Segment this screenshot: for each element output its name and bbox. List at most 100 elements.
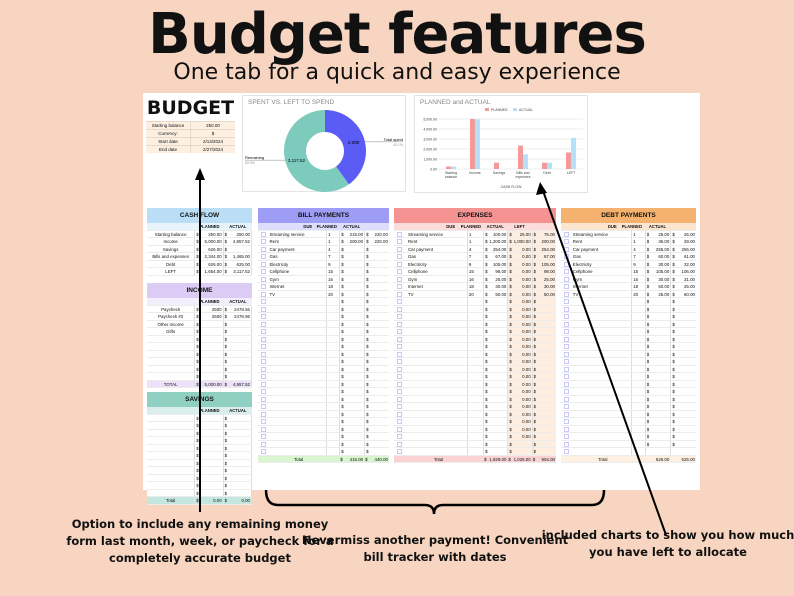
row-label[interactable]: Income	[147, 238, 196, 245]
bill-name[interactable]	[407, 388, 467, 395]
due-day[interactable]: 7	[326, 253, 339, 260]
cell-value[interactable]	[229, 350, 252, 357]
bill-name[interactable]	[268, 426, 326, 433]
bill-name[interactable]: Gym	[407, 276, 418, 282]
checkbox[interactable]	[564, 246, 569, 252]
due-day[interactable]	[326, 395, 339, 402]
amount-cell[interactable]: $	[339, 320, 364, 327]
checkbox-cell[interactable]	[394, 373, 407, 380]
amount-cell[interactable]: $0.00	[507, 245, 532, 252]
bill-name[interactable]: Gas	[572, 254, 581, 259]
amount-cell[interactable]: $	[364, 305, 389, 312]
checkbox-cell[interactable]	[561, 276, 572, 283]
bill-name[interactable]	[407, 343, 467, 350]
checkbox-cell[interactable]	[561, 373, 572, 380]
amount-cell[interactable]: $	[339, 403, 364, 410]
checkbox-cell[interactable]	[258, 291, 268, 298]
checkbox-cell[interactable]	[258, 358, 268, 365]
due-day[interactable]	[631, 305, 645, 312]
amount-cell[interactable]: $	[507, 440, 532, 447]
due-day[interactable]: 7	[466, 253, 483, 260]
checkbox-cell[interactable]	[561, 448, 572, 455]
amount-cell[interactable]: $	[364, 365, 389, 372]
amount-cell[interactable]: $30.00	[644, 260, 671, 267]
amount-cell[interactable]: $	[670, 305, 696, 312]
amount-cell[interactable]: $	[339, 313, 364, 320]
checkbox[interactable]	[564, 299, 569, 304]
due-day[interactable]	[631, 440, 645, 447]
cell-value[interactable]	[201, 437, 224, 444]
due-day[interactable]	[631, 403, 645, 410]
due-day[interactable]	[466, 403, 483, 410]
bill-name[interactable]	[407, 426, 467, 433]
bill-name[interactable]	[407, 328, 467, 335]
amount-cell[interactable]: $0.00	[507, 313, 532, 320]
amount-cell[interactable]: $50.00	[483, 290, 507, 297]
checkbox-cell[interactable]	[258, 306, 268, 313]
checkbox[interactable]	[564, 389, 569, 394]
amount-cell[interactable]: $	[483, 350, 507, 357]
budget-value[interactable]: 2/27/2024	[202, 147, 224, 152]
checkbox[interactable]	[564, 291, 569, 297]
checkbox[interactable]	[397, 299, 402, 304]
amount-cell[interactable]: $	[644, 433, 671, 440]
due-day[interactable]: 16	[326, 275, 339, 282]
due-day[interactable]	[631, 350, 645, 357]
amount-cell[interactable]: $	[339, 358, 364, 365]
cell-value[interactable]: 0.00	[229, 497, 252, 504]
due-day[interactable]	[326, 425, 339, 432]
amount-cell[interactable]: $	[483, 358, 507, 365]
due-day[interactable]	[326, 358, 339, 365]
checkbox[interactable]	[564, 351, 569, 357]
checkbox-cell[interactable]	[258, 396, 268, 403]
bill-name[interactable]	[407, 448, 467, 455]
bill-name[interactable]	[407, 321, 467, 328]
due-day[interactable]: 16	[631, 275, 645, 282]
checkbox-cell[interactable]	[394, 246, 407, 253]
bill-name[interactable]	[268, 336, 326, 343]
bill-name[interactable]	[268, 388, 326, 395]
amount-cell[interactable]: $	[531, 358, 556, 365]
row-label[interactable]	[147, 474, 196, 481]
amount-cell[interactable]: $254.00	[531, 245, 556, 252]
due-day[interactable]	[631, 388, 645, 395]
cell-value[interactable]	[201, 452, 224, 459]
row-label[interactable]: Other income	[147, 320, 196, 327]
bill-name[interactable]	[572, 313, 631, 320]
amount-cell[interactable]: $	[364, 380, 389, 387]
amount-cell[interactable]: $	[644, 320, 671, 327]
amount-cell[interactable]: $	[670, 365, 696, 372]
due-day[interactable]: 1	[326, 238, 339, 245]
checkbox-cell[interactable]	[258, 298, 268, 305]
amount-cell[interactable]: $	[531, 448, 556, 455]
checkbox[interactable]	[261, 389, 266, 394]
checkbox[interactable]	[564, 321, 569, 327]
bill-name[interactable]	[572, 396, 631, 403]
bill-name[interactable]: Car payment	[269, 246, 295, 252]
cell-value[interactable]	[229, 335, 252, 342]
due-day[interactable]: 16	[466, 275, 483, 282]
amount-cell[interactable]: $	[483, 395, 507, 402]
checkbox[interactable]	[261, 396, 266, 402]
amount-cell[interactable]: $0.00	[507, 410, 532, 417]
checkbox-cell[interactable]	[258, 313, 268, 320]
due-day[interactable]: 9	[326, 260, 339, 267]
amount-cell[interactable]: $	[339, 425, 364, 432]
checkbox-cell[interactable]	[561, 403, 572, 410]
amount-cell[interactable]: $	[339, 245, 364, 252]
cell-value[interactable]	[229, 437, 252, 444]
cell-value[interactable]	[201, 489, 224, 496]
checkbox-cell[interactable]	[561, 388, 572, 395]
amount-cell[interactable]: $	[364, 448, 389, 455]
checkbox-cell[interactable]	[258, 336, 268, 343]
amount-cell[interactable]: $	[531, 365, 556, 372]
checkbox-cell[interactable]	[394, 231, 407, 238]
bill-name[interactable]	[407, 396, 467, 403]
due-day[interactable]: 9	[631, 260, 645, 267]
row-label[interactable]	[147, 414, 196, 421]
checkbox[interactable]	[261, 321, 266, 327]
cell-value[interactable]: 2500	[201, 305, 224, 312]
bill-name[interactable]: Gas	[269, 254, 278, 259]
row-label[interactable]: Gifts	[147, 328, 196, 335]
checkbox[interactable]	[261, 419, 266, 424]
